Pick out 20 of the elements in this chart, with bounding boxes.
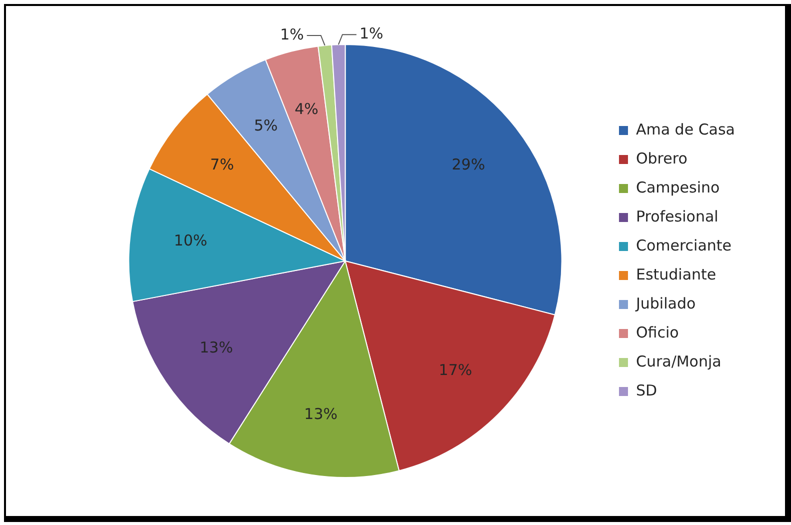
legend-label: Ama de Casa — [636, 120, 736, 138]
legend-label: Obrero — [636, 149, 688, 168]
data-label: 4% — [294, 100, 318, 118]
legend-label: Profesional — [636, 207, 718, 226]
legend-label: SD — [636, 381, 658, 400]
data-label: 17% — [438, 361, 472, 380]
legend-label: Comerciante — [636, 236, 732, 254]
data-label: 10% — [174, 231, 208, 250]
data-label: 5% — [254, 116, 278, 135]
data-label: 7% — [210, 155, 234, 174]
legend-label: Cura/Monja — [636, 352, 722, 370]
data-label: 1% — [280, 25, 304, 44]
legend-label: Oficio — [636, 323, 679, 342]
legend-label: Estudiante — [636, 265, 716, 284]
data-label: 1% — [359, 24, 384, 42]
data-label: 13% — [304, 404, 338, 423]
legend-label: Campesino — [636, 178, 720, 196]
data-label: 13% — [200, 338, 233, 357]
data-label: 29% — [452, 155, 486, 174]
legend-label: Jubilado — [634, 294, 696, 312]
